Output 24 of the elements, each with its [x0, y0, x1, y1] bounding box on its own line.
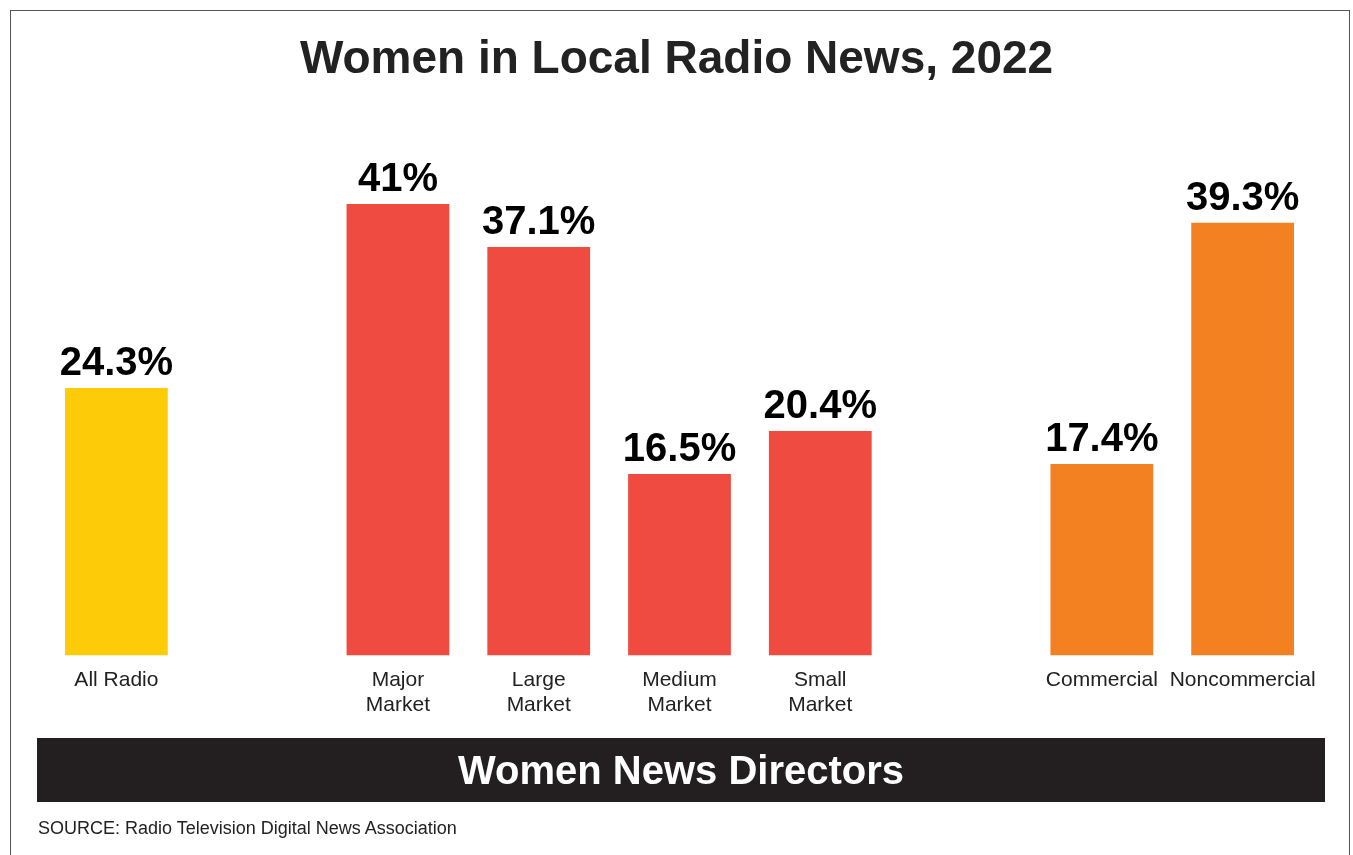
bar: [65, 387, 168, 656]
data-label: 16.5%: [622, 424, 737, 469]
x-axis-title: Women News Directors: [37, 738, 1325, 802]
data-label: 41%: [357, 155, 438, 200]
bar: [1050, 463, 1154, 656]
data-label: 20.4%: [763, 381, 877, 426]
x-tick-label: Large Market: [506, 667, 571, 716]
x-tick-label: Medium Market: [642, 667, 717, 716]
data-label: 24.3%: [59, 339, 174, 384]
bar: [487, 247, 591, 656]
bar: [346, 204, 450, 656]
x-tick-label: Commercial: [1045, 667, 1158, 690]
chart-title: Women in Local Radio News, 2022: [298, 30, 1055, 84]
data-label: 39.3%: [1185, 173, 1300, 218]
data-label: 17.4%: [1045, 415, 1159, 459]
source-note: SOURCE: Radio Television Digital News Association: [38, 818, 457, 839]
x-tick-label: All Radio: [74, 667, 159, 690]
bar: [1191, 222, 1294, 656]
data-label: 37.1%: [482, 198, 596, 243]
x-tick-label: Major Market: [365, 667, 431, 716]
bar: [628, 473, 731, 656]
x-tick-label: Small Market: [788, 667, 853, 716]
bar: [768, 430, 872, 656]
x-tick-label: Noncommercial: [1169, 667, 1316, 690]
